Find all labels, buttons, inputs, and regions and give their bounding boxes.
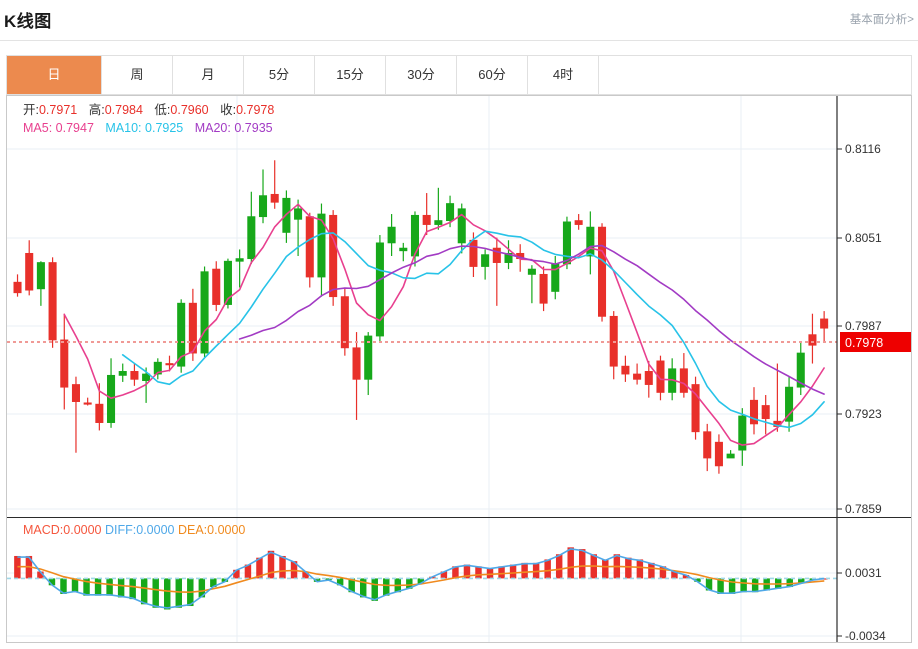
low-value: 0.7960 [170, 103, 209, 117]
price-axis-tick: 0.8116 [845, 142, 881, 156]
page-header: K线图 基本面分析> [0, 0, 918, 38]
low-label: 低: [154, 103, 171, 117]
tab-5[interactable]: 30分 [386, 56, 457, 94]
tab-label: 4时 [552, 67, 574, 82]
close-label: 收: [220, 103, 237, 117]
macd-axis-tick: 0.0031 [845, 566, 882, 580]
period-tabbar: 日 周 月 5分 15分 30分 60分 4时 [6, 55, 912, 95]
diff-value: 0.0000 [136, 523, 175, 537]
ma5-label: MA5: [23, 121, 53, 135]
price-legend: 开:0.7971 高:0.7984 低:0.7960 收:0.7978 MA5:… [23, 101, 274, 137]
ma-legend-row: MA5: 0.7947 MA10: 0.7925 MA20: 0.7935 [23, 119, 274, 137]
ohlc-legend-row: 开:0.7971 高:0.7984 低:0.7960 收:0.7978 [23, 101, 274, 119]
panel-divider [7, 517, 911, 518]
tab-0[interactable]: 日 [7, 56, 102, 94]
open-label: 开: [23, 103, 39, 117]
ma5-value: 0.7947 [55, 121, 94, 135]
macd-chart[interactable]: 0.0031 -0.0034 [7, 518, 912, 643]
diff-label: DIFF: [105, 523, 137, 537]
price-axis-tick: 0.7987 [845, 319, 882, 333]
ma20-value: 0.7935 [234, 121, 273, 135]
price-axis-tick: 0.7923 [845, 407, 882, 421]
tab-6[interactable]: 60分 [457, 56, 528, 94]
page-title: K线图 [4, 11, 52, 31]
macd-label: MACD: [23, 523, 64, 537]
tabbar-filler [599, 56, 911, 94]
high-value: 0.7984 [104, 103, 143, 117]
macd-value: 0.0000 [63, 523, 102, 537]
tab-3[interactable]: 5分 [244, 56, 315, 94]
tab-label: 日 [47, 67, 61, 82]
tab-label: 60分 [478, 67, 506, 82]
tab-label: 30分 [407, 67, 435, 82]
last-price-badge: 0.7978 [845, 336, 883, 350]
open-value: 0.7971 [38, 103, 78, 117]
tab-2[interactable]: 月 [173, 56, 244, 94]
high-label: 高: [88, 103, 105, 117]
tab-4[interactable]: 15分 [315, 56, 386, 94]
tab-label: 周 [130, 67, 144, 82]
tab-label: 月 [201, 67, 215, 82]
price-axis-tick: 0.7859 [845, 502, 882, 516]
dea-label: DEA: [177, 523, 208, 537]
tab-label: 5分 [268, 67, 290, 82]
ma10-value: 0.7925 [145, 121, 184, 135]
price-axis-tick: 0.8051 [845, 231, 882, 245]
candlestick-chart[interactable]: 0.8116 0.8051 0.7987 0.7923 0.7859 0.7978 [7, 96, 912, 517]
tab-label: 15分 [336, 67, 364, 82]
tab-7[interactable]: 4时 [528, 56, 599, 94]
ma20-label: MA20: [194, 121, 231, 135]
header-divider [0, 40, 918, 41]
ma10-label: MA10: [105, 121, 142, 135]
macd-axis-tick: -0.0034 [845, 629, 886, 643]
tab-1[interactable]: 周 [102, 56, 173, 94]
fundamental-analysis-link[interactable]: 基本面分析> [849, 14, 914, 26]
macd-legend: MACD:0.0000 DIFF:0.0000 DEA:0.0000 [23, 523, 245, 537]
chart-container: 开:0.7971 高:0.7984 低:0.7960 收:0.7978 MA5:… [6, 95, 912, 643]
dea-value: 0.0000 [207, 523, 246, 537]
close-value: 0.7978 [236, 103, 275, 117]
